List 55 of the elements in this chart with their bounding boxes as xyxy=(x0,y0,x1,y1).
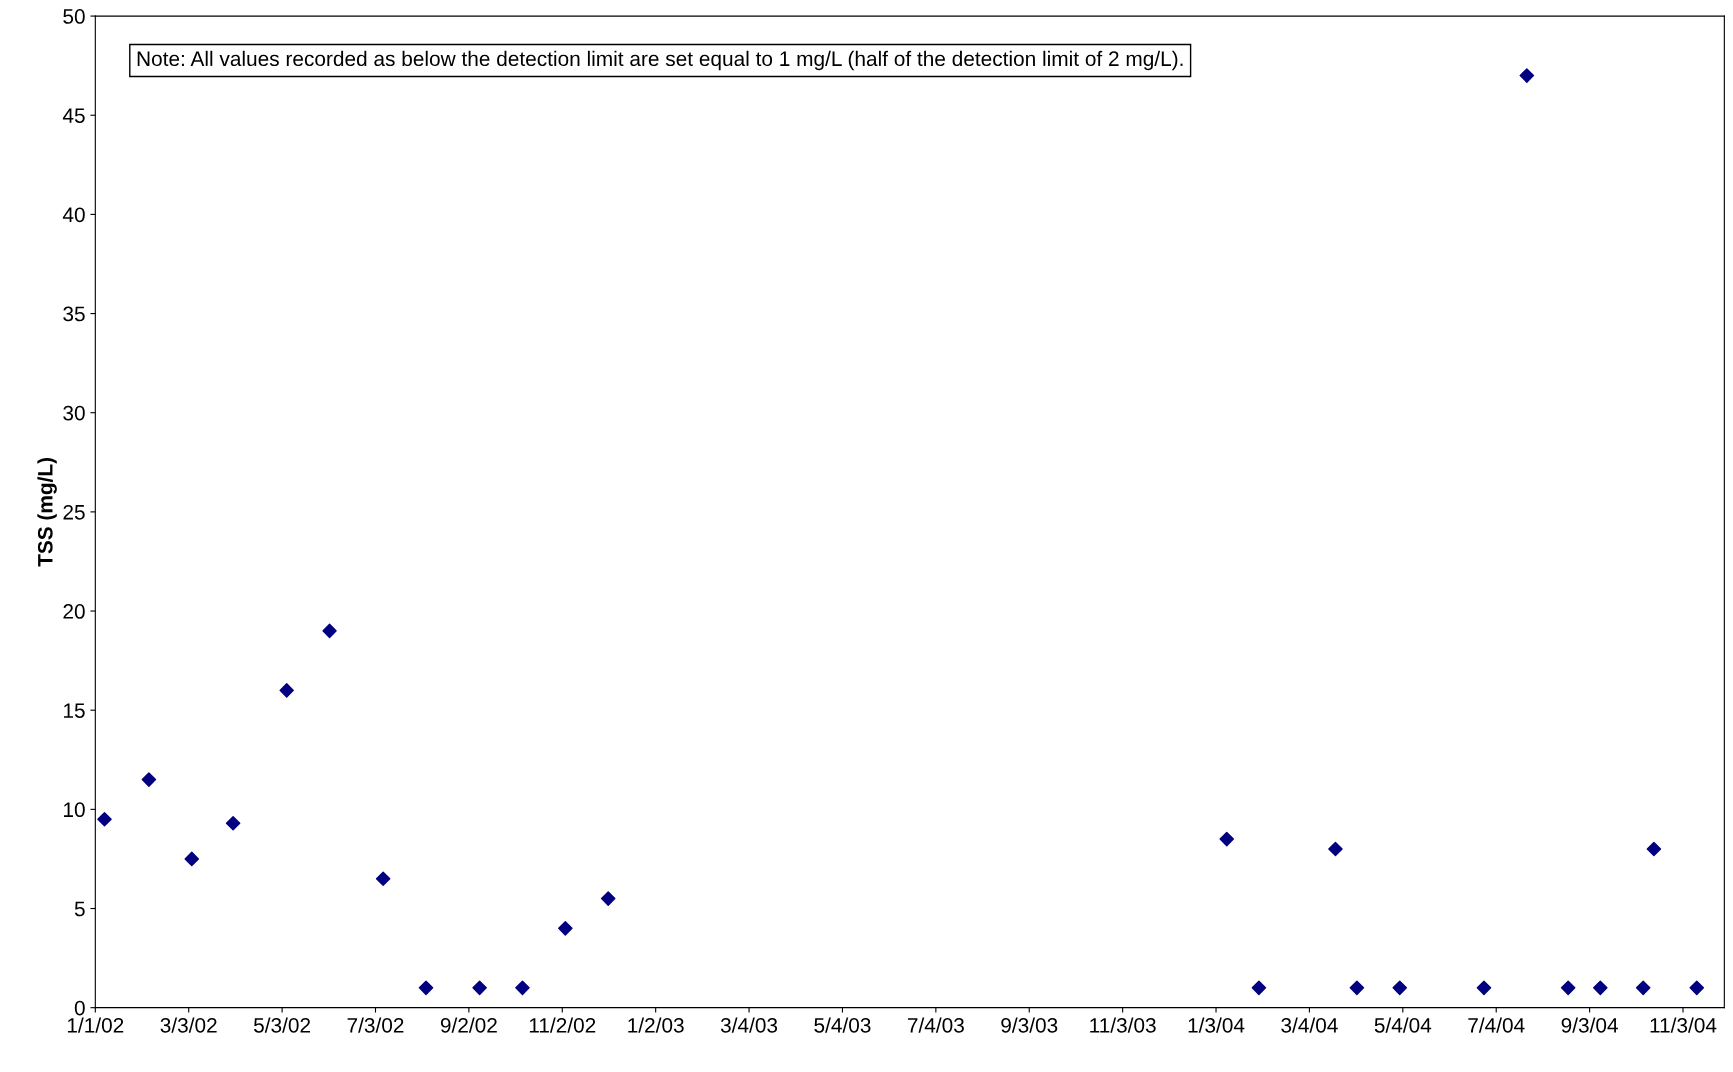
y-tick-label: 20 xyxy=(63,604,85,619)
point xyxy=(418,980,434,996)
point xyxy=(375,871,391,887)
x-tick-label: 5/4/03 xyxy=(814,1017,871,1033)
point xyxy=(1560,980,1576,996)
y-tick-label: 35 xyxy=(63,306,85,322)
annotation: Note: All values recorded as below the detection limit are set equal to 1 mg/L (half of the detection limit of 2 mg/L). xyxy=(137,50,1183,71)
point xyxy=(1635,980,1651,996)
point xyxy=(1519,68,1535,83)
point xyxy=(1476,980,1492,996)
y-tick-label: 45 xyxy=(62,108,85,123)
x-tick-label: 9/3/04 xyxy=(1561,1017,1618,1033)
point xyxy=(279,683,294,698)
point xyxy=(1328,841,1343,857)
x-tick-label: 3/4/03 xyxy=(720,1017,778,1033)
y-tick-label: 30 xyxy=(63,405,85,421)
x-tick-label: 7/3/02 xyxy=(347,1017,404,1033)
point xyxy=(558,921,573,936)
x-tick-label: 3/4/04 xyxy=(1281,1017,1338,1033)
x-tick-label: 1/3/04 xyxy=(1188,1017,1245,1033)
point xyxy=(1349,980,1365,996)
point xyxy=(1593,980,1608,996)
x-tick-label: 11/3/03 xyxy=(1090,1017,1156,1033)
x-tick-label: 1/1/02 xyxy=(67,1017,124,1033)
y-tick-label: 5 xyxy=(74,901,85,917)
point xyxy=(1646,841,1662,857)
y-tick-label: 40 xyxy=(62,207,85,223)
y-tick-label: 0 xyxy=(74,1000,85,1016)
y-tick-label: 10 xyxy=(64,802,85,818)
x-tick-label: 7/4/03 xyxy=(907,1017,964,1033)
y-tick-label: 50 xyxy=(63,9,85,24)
y-axis-title: TSS (mg/L) xyxy=(37,457,57,567)
point xyxy=(1392,980,1408,996)
x-tick-label: 3/3/02 xyxy=(160,1017,217,1033)
point xyxy=(97,811,112,827)
x-tick-label: 11/2/02 xyxy=(529,1017,596,1033)
x-tick-label: 1/2/03 xyxy=(628,1017,684,1033)
point xyxy=(1251,980,1267,996)
x-tick-label: 11/3/04 xyxy=(1650,1017,1717,1033)
x-tick-label: 9/3/03 xyxy=(1001,1017,1058,1033)
x-tick-label: 9/2/02 xyxy=(440,1017,497,1033)
y-tick-label: 15 xyxy=(64,703,85,718)
x-tick-label: 5/4/04 xyxy=(1374,1017,1432,1033)
y-tick-label: 25 xyxy=(63,504,85,520)
point xyxy=(600,891,616,906)
point xyxy=(225,815,241,831)
point xyxy=(1689,980,1705,996)
point xyxy=(322,623,337,639)
point xyxy=(184,851,200,867)
point xyxy=(472,980,487,996)
point xyxy=(141,772,157,787)
x-tick-label: 5/3/02 xyxy=(253,1017,311,1033)
point xyxy=(1219,831,1235,847)
point xyxy=(515,980,530,996)
x-tick-label: 7/4/04 xyxy=(1468,1017,1525,1033)
